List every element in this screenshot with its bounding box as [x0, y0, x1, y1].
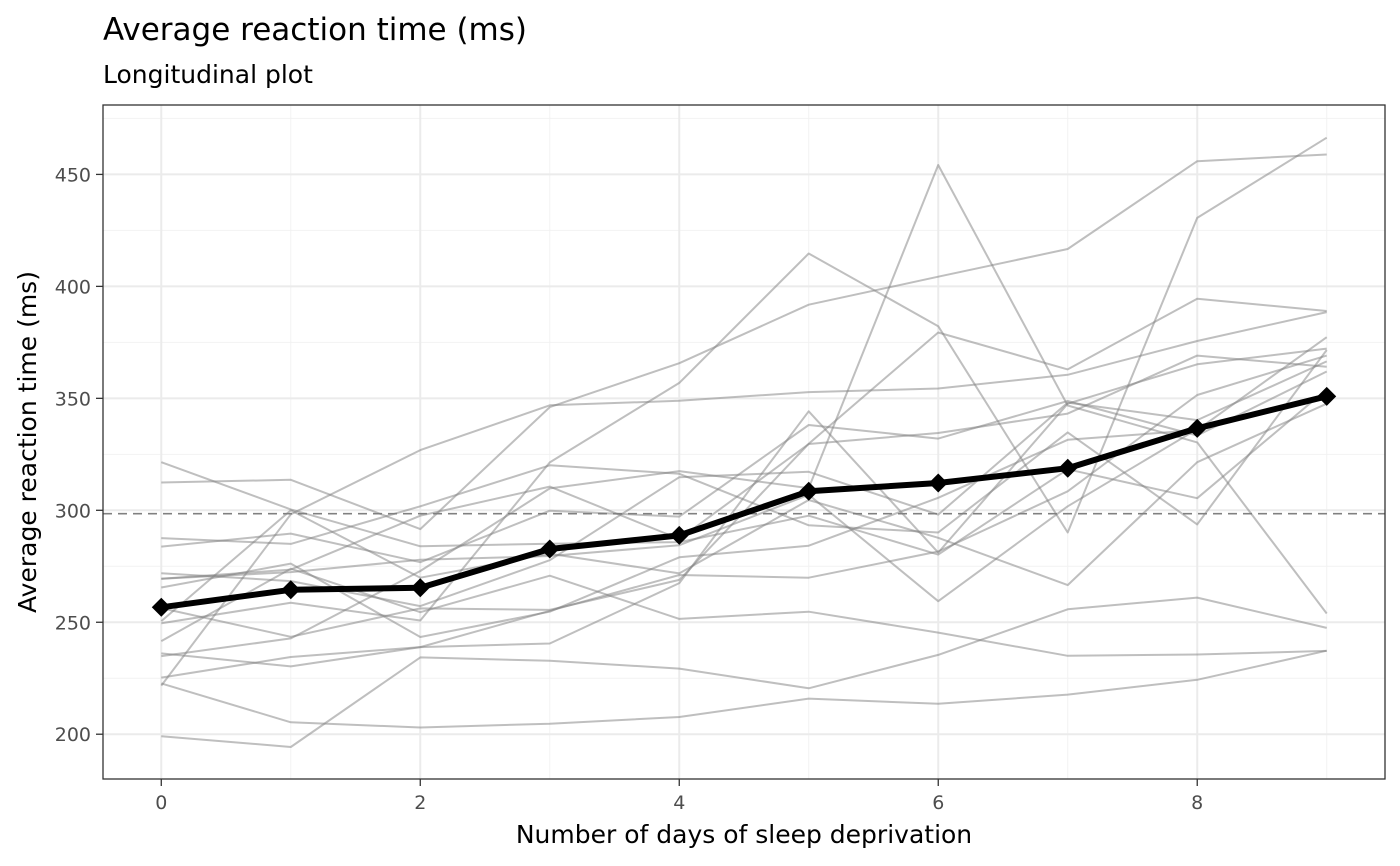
mean-point — [1187, 418, 1207, 438]
y-tick-label: 200 — [55, 724, 91, 746]
subject-line — [161, 164, 1328, 658]
mean-point — [1317, 386, 1337, 406]
grid-minor — [103, 105, 1385, 779]
y-axis: 200 250 300 350 400 450 — [55, 164, 103, 746]
y-tick-label: 450 — [55, 164, 91, 186]
x-tick-label: 6 — [932, 792, 944, 814]
subject-line — [161, 136, 1328, 625]
subject-line — [161, 354, 1327, 679]
mean-point — [669, 525, 689, 545]
mean-point — [540, 539, 560, 559]
mean-point — [151, 597, 171, 617]
mean-point — [928, 473, 948, 493]
chart-title: Average reaction time (ms) — [103, 12, 527, 48]
panel-background — [103, 105, 1385, 779]
y-tick-label: 400 — [55, 276, 91, 298]
subject-line — [160, 388, 1328, 556]
y-tick-label: 250 — [55, 612, 91, 634]
mean-point — [799, 481, 819, 501]
mean-point — [410, 578, 430, 598]
mean-series — [151, 386, 1337, 617]
subject-line — [161, 360, 1328, 608]
subject-lines — [160, 136, 1328, 748]
subject-line — [161, 649, 1327, 729]
plot-area — [102, 104, 1386, 780]
mean-point — [281, 580, 301, 600]
subject-line — [161, 354, 1327, 580]
x-axis-title: Number of days of sleep deprivation — [516, 820, 972, 849]
y-tick-label: 300 — [55, 500, 91, 522]
x-tick-label: 4 — [673, 792, 685, 814]
mean-point — [1058, 458, 1078, 478]
x-tick-label: 0 — [155, 792, 167, 814]
subject-line — [160, 402, 1328, 622]
y-axis-title: Average reaction time (ms) — [13, 271, 42, 613]
subject-line — [161, 394, 1327, 603]
x-tick-label: 2 — [414, 792, 426, 814]
x-axis: 0 2 4 6 8 — [155, 779, 1203, 814]
chart-subtitle: Longitudinal plot — [103, 60, 313, 89]
subject-line — [161, 596, 1327, 748]
x-tick-label: 8 — [1191, 792, 1203, 814]
subject-line — [161, 336, 1328, 638]
y-tick-label: 350 — [55, 388, 91, 410]
subject-line — [160, 311, 1327, 687]
mean-line — [158, 393, 1330, 611]
subject-line — [161, 153, 1327, 531]
subject-line — [161, 370, 1328, 564]
panel-border — [102, 104, 1386, 780]
subject-line — [161, 349, 1328, 545]
